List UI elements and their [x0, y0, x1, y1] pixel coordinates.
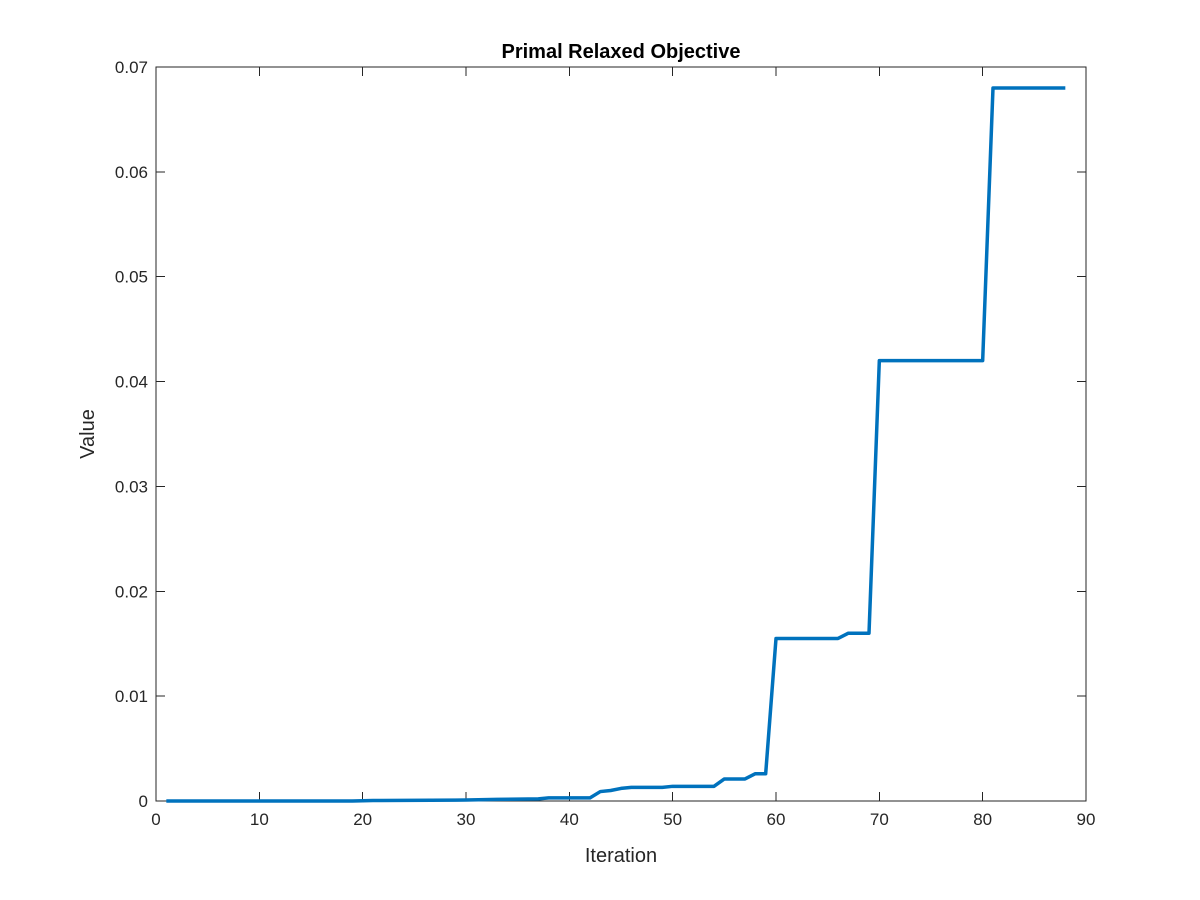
y-tick-label: 0.06 [115, 163, 148, 182]
y-tick-label: 0.01 [115, 687, 148, 706]
x-tick-label: 0 [151, 810, 160, 829]
y-tick-label: 0.03 [115, 477, 148, 496]
x-tick-label: 50 [663, 810, 682, 829]
y-tick-label: 0.04 [115, 373, 148, 392]
y-axis: 0 0.01 0.02 0.03 0.04 0.05 0.06 0.07 [115, 58, 1086, 811]
y-tick-label: 0.02 [115, 582, 148, 601]
plot-box [155, 66, 1087, 802]
x-tick-label: 10 [250, 810, 269, 829]
x-axis: 0 10 20 30 40 50 60 70 80 90 [151, 67, 1095, 829]
x-tick-label: 90 [1077, 810, 1096, 829]
series-line [166, 86, 1066, 803]
y-axis-label: Value [77, 409, 99, 459]
x-axis-label: Iteration [585, 845, 657, 867]
x-tick-label: 60 [767, 810, 786, 829]
chart-title: Primal Relaxed Objective [501, 41, 740, 63]
x-tick-label: 30 [457, 810, 476, 829]
x-tick-label: 70 [870, 810, 889, 829]
y-tick-label: 0.07 [115, 58, 148, 77]
plot-area [155, 66, 1087, 802]
y-tick-label: 0 [139, 792, 148, 811]
series-layer [166, 86, 1066, 803]
y-tick-label: 0.05 [115, 268, 148, 287]
x-tick-label: 20 [353, 810, 372, 829]
x-tick-label: 40 [560, 810, 579, 829]
x-tick-label: 80 [973, 810, 992, 829]
